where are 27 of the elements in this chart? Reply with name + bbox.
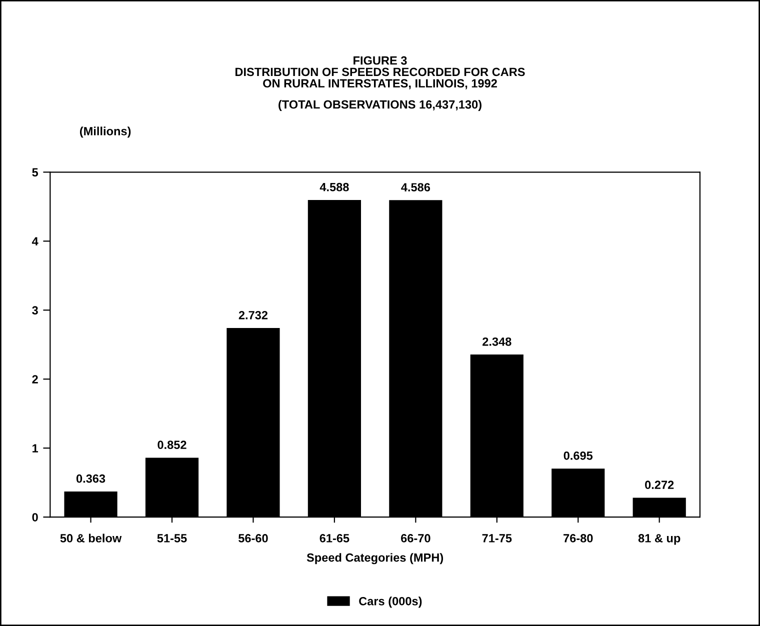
data-label: 0.272: [645, 480, 674, 490]
y-tick-label: 2: [32, 375, 38, 384]
x-tick-label: 76-80: [564, 534, 593, 542]
data-label: 0.695: [564, 451, 593, 460]
chart-subtitle: (TOTAL OBSERVATIONS 16,437,130): [278, 100, 482, 112]
y-tick-label: 0: [32, 513, 38, 522]
data-label: 0.363: [76, 474, 106, 483]
x-axis-title: Speed Categories (MPH): [306, 553, 444, 564]
x-tick-label: 50 & below: [60, 534, 122, 542]
x-tick-label: 71-75: [482, 534, 512, 542]
x-tick-label: 51-55: [157, 534, 187, 542]
y-tick-label: 5: [32, 168, 38, 177]
x-tick-label: 61-65: [320, 534, 350, 542]
data-label: 2.348: [482, 337, 512, 346]
data-label: 2.732: [238, 310, 268, 320]
chart-title: FIGURE 3 DISTRIBUTION OF SPEEDS RECORDED FOR CARS ON RURAL INTERSTATES, ILLINOIS, 1992: [236, 56, 525, 90]
data-label: 4.586: [401, 183, 430, 192]
data-label: 4.588: [320, 182, 349, 192]
legend-label: Cars (000s): [359, 596, 422, 608]
x-tick-label: 81 & up: [638, 534, 680, 545]
x-tick-label: 56-60: [238, 534, 268, 542]
x-tick-label: 66-70: [401, 534, 430, 542]
y-tick-label: 3: [32, 306, 38, 315]
y-axis-title: (Millions): [80, 126, 131, 138]
y-tick-label: 4: [32, 237, 38, 246]
data-label: 0.852: [158, 440, 186, 450]
y-tick-label: 1: [32, 444, 38, 452]
